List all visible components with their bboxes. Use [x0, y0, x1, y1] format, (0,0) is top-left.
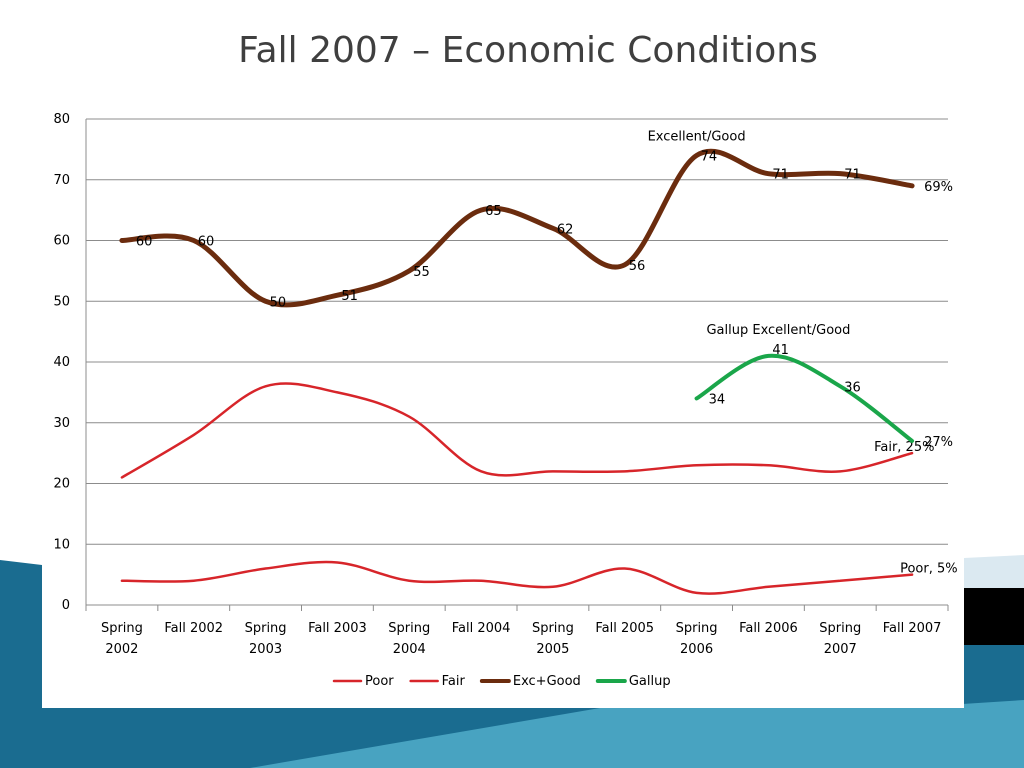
data-label-exc-good: 51: [341, 289, 358, 304]
y-tick-label-20: 20: [53, 477, 70, 492]
x-tick-label: Spring: [245, 621, 287, 636]
data-label-exc-good: 60: [198, 235, 215, 250]
x-tick-label: Fall 2004: [452, 621, 511, 636]
series-line-poor: [120, 560, 914, 595]
x-tick-label: Spring: [676, 621, 718, 636]
chart-panel: 0 10 20 30 40 50 60 70 80 Spring 2002 Fall 2002 Spri…: [42, 100, 964, 708]
x-tick-label: Fall 2002: [164, 621, 223, 636]
data-label-gallup: 34: [709, 392, 726, 407]
data-label-exc-good: 74: [701, 149, 718, 164]
x-tick-label: 2002: [105, 642, 138, 657]
x-tick-label: Fall 2005: [595, 621, 654, 636]
data-label-gallup: 41: [772, 343, 789, 358]
line-chart: 0 10 20 30 40 50 60 70 80 Spring 2002 Fall 2002 Spri…: [53, 112, 958, 689]
legend-label-poor: Poor: [365, 674, 394, 689]
data-label-poor: Poor, 5%: [900, 562, 958, 577]
series-line-gallup: [694, 353, 915, 443]
y-tick-label-70: 70: [53, 173, 70, 188]
black-corner-block: [964, 588, 1024, 645]
data-label-exc-good: 71: [772, 168, 789, 183]
y-tick-label-40: 40: [53, 355, 70, 370]
data-label-gallup: 27%: [924, 435, 953, 450]
data-label-gallup: 36: [844, 380, 861, 395]
legend-label-gallup: Gallup: [629, 674, 671, 689]
x-tick-label: Spring: [388, 621, 430, 636]
data-label-exc-good: 71: [844, 168, 861, 183]
y-tick-label-50: 50: [53, 294, 70, 309]
data-label-exc-good: 60: [136, 235, 153, 250]
x-tick-label: 2005: [536, 642, 569, 657]
x-tick-label: 2007: [824, 642, 857, 657]
x-tick-label: 2003: [249, 642, 282, 657]
data-label-exc-good: 50: [270, 295, 287, 310]
x-tick-label: Spring: [532, 621, 574, 636]
data-label-exc-good: 55: [413, 265, 430, 280]
x-tick-label: Spring: [101, 621, 143, 636]
data-label-fair: Fair, 25%: [874, 440, 934, 455]
legend-label-fair: Fair: [442, 674, 466, 689]
x-tick-label: Spring: [819, 621, 861, 636]
y-tick-label-10: 10: [53, 537, 70, 552]
slide-title: Fall 2007 – Economic Conditions: [238, 30, 818, 71]
data-label-exc-good: 62: [557, 222, 574, 237]
pale-corner-block: [964, 555, 1024, 588]
x-tick-label: Fall 2007: [883, 621, 942, 636]
x-tick-label: Fall 2006: [739, 621, 798, 636]
y-tick-label-0: 0: [62, 598, 70, 613]
x-tick-label: Fall 2003: [308, 621, 367, 636]
data-label-exc-good: 69%: [924, 180, 953, 195]
chart-annotation: Excellent/Good: [648, 129, 746, 144]
x-tick-label: 2004: [393, 642, 426, 657]
y-tick-label-60: 60: [53, 234, 70, 249]
data-label-exc-good: 65: [485, 204, 502, 219]
y-tick-label-30: 30: [53, 416, 70, 431]
chart-annotation: Gallup Excellent/Good: [706, 323, 850, 338]
y-tick-label-80: 80: [53, 112, 70, 127]
series-line-fair: [120, 382, 914, 479]
series-line-exc-good: [119, 148, 915, 308]
data-label-exc-good: 56: [629, 259, 646, 274]
blue-wave-highlight: [250, 700, 1024, 768]
x-tick-label: 2006: [680, 642, 713, 657]
legend-label-exc-good: Exc+Good: [513, 674, 581, 689]
